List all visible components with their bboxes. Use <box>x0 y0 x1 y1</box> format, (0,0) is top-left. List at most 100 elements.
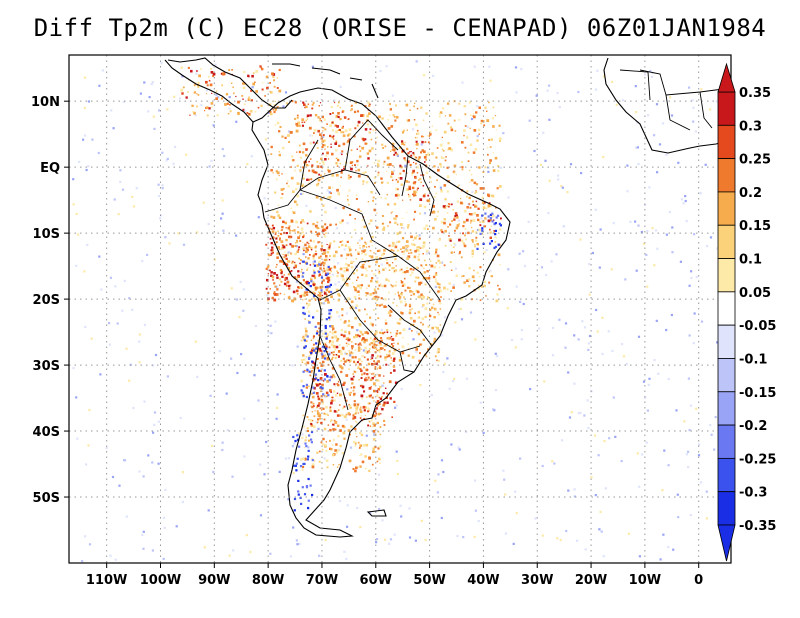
field-cell <box>391 142 395 146</box>
field-cell <box>331 353 333 355</box>
field-cell <box>361 460 365 464</box>
field-cell <box>400 268 403 271</box>
field-cell <box>394 147 397 150</box>
field-cell <box>472 241 474 243</box>
field-cell <box>354 427 357 431</box>
field-cell <box>687 450 690 453</box>
field-cell <box>464 234 466 237</box>
field-cell <box>270 249 273 252</box>
colorbar-bottom-cap <box>717 524 736 562</box>
field-cell <box>286 244 288 246</box>
field-cell <box>128 297 131 300</box>
field-cell <box>344 330 347 333</box>
field-cell <box>323 336 325 338</box>
field-cell <box>294 264 298 267</box>
field-cell <box>408 305 412 308</box>
field-cell <box>541 464 544 468</box>
field-cell <box>294 261 296 263</box>
field-cell <box>481 201 485 204</box>
field-cell <box>359 431 362 435</box>
field-cell <box>347 198 349 201</box>
field-cell <box>349 394 351 396</box>
field-cell <box>356 164 359 166</box>
field-cell <box>281 270 283 273</box>
field-cell <box>330 146 332 148</box>
field-cell <box>446 288 449 291</box>
field-cell <box>452 209 454 211</box>
field-cell <box>72 178 75 181</box>
field-cell <box>85 168 88 172</box>
field-cell <box>355 304 359 307</box>
lon-tick-label: 100W <box>140 573 181 588</box>
field-cell <box>207 75 210 78</box>
field-cell <box>346 353 349 356</box>
field-cell <box>316 226 319 230</box>
field-cell <box>391 172 394 175</box>
field-cell <box>330 192 332 195</box>
field-cell <box>543 380 546 383</box>
field-cell <box>305 486 309 489</box>
field-cell <box>289 221 291 224</box>
field-cell <box>302 236 305 239</box>
field-cell <box>474 205 476 208</box>
field-cell <box>362 337 365 340</box>
field-cell <box>81 560 84 563</box>
field-cell <box>548 84 551 87</box>
field-cell <box>397 177 400 179</box>
field-cell <box>302 241 304 244</box>
field-cell <box>324 158 327 161</box>
field-cell <box>383 284 387 288</box>
field-cell <box>328 285 331 288</box>
field-cell <box>398 359 402 362</box>
field-cell <box>371 373 373 375</box>
field-cell <box>535 94 538 97</box>
field-cell <box>331 340 334 343</box>
field-cell <box>335 130 338 134</box>
field-cell <box>375 256 378 259</box>
field-cell <box>393 348 397 352</box>
field-cell <box>378 284 381 287</box>
field-cell <box>326 332 329 336</box>
field-cell <box>270 271 273 274</box>
field-cell <box>313 295 316 298</box>
field-cell <box>364 267 367 270</box>
field-cell <box>277 214 280 217</box>
field-cell <box>296 293 299 295</box>
field-cell <box>286 182 288 185</box>
field-cell <box>312 335 315 338</box>
field-cell <box>354 412 357 415</box>
field-cell <box>499 224 502 227</box>
field-cell <box>88 408 91 412</box>
field-cell <box>587 348 590 351</box>
field-cell <box>260 104 263 107</box>
field-cell <box>440 155 443 158</box>
field-cell <box>426 270 429 273</box>
field-cell <box>375 541 378 544</box>
field-cell <box>454 212 458 215</box>
field-cell <box>98 255 101 258</box>
field-cell <box>364 171 367 173</box>
field-cell <box>318 173 320 176</box>
field-cell <box>290 270 293 272</box>
field-cell <box>416 147 418 150</box>
field-cell <box>466 136 469 139</box>
field-cell <box>359 367 362 371</box>
field-cell <box>352 468 355 470</box>
field-cell <box>283 293 286 296</box>
field-cell <box>416 143 419 146</box>
field-cell <box>300 227 304 231</box>
field-cell <box>326 267 329 270</box>
field-cell <box>306 370 308 373</box>
field-cell <box>376 136 378 139</box>
field-cell <box>397 197 399 200</box>
field-cell <box>330 419 333 422</box>
field-cell <box>368 394 372 398</box>
field-cell <box>390 249 393 251</box>
field-cell <box>349 352 352 355</box>
field-cell <box>100 288 103 291</box>
field-cell <box>319 343 321 345</box>
field-cell <box>270 332 273 335</box>
field-cell <box>335 117 337 119</box>
field-cell <box>341 413 344 416</box>
field-cell <box>347 254 350 256</box>
